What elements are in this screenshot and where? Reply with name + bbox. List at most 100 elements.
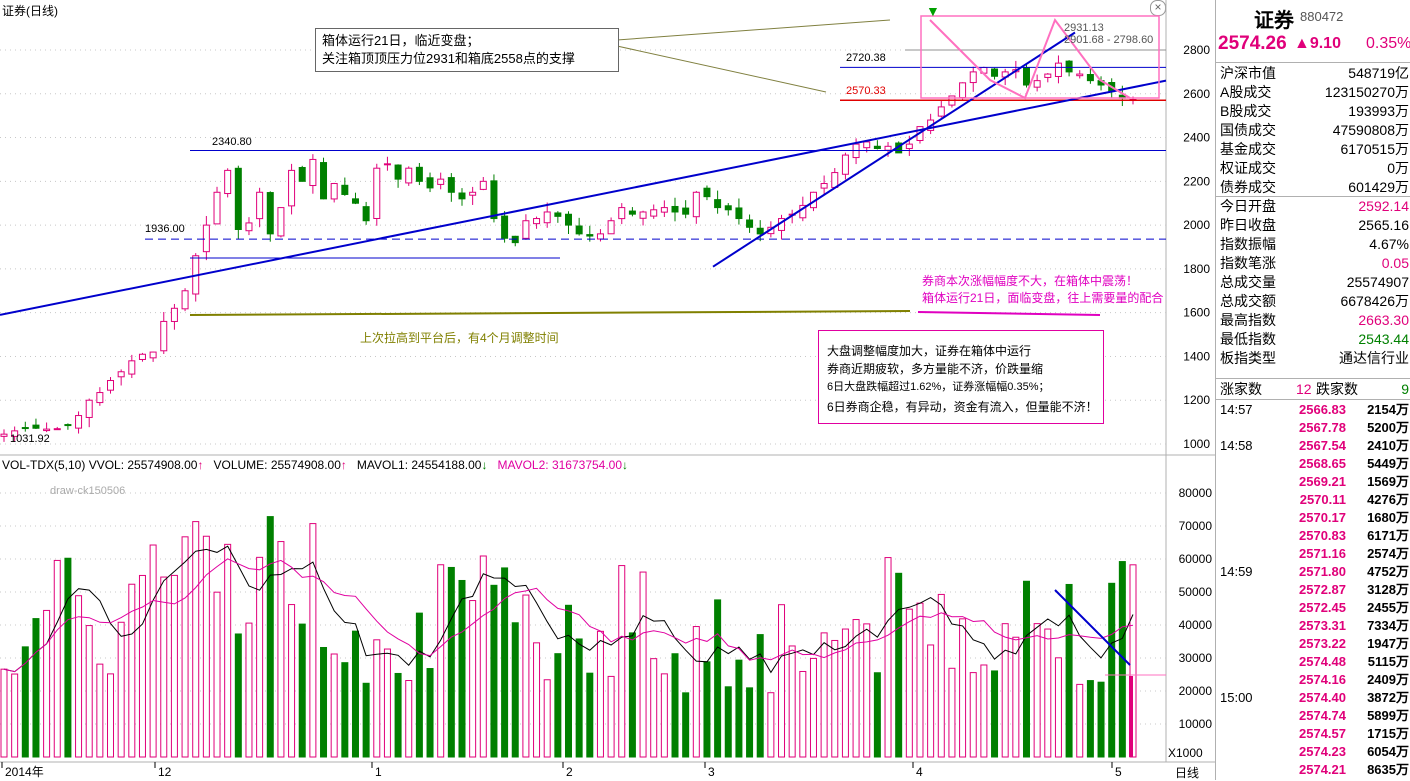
candle-body (351, 198, 359, 204)
quote-row-label: 债券成交 (1220, 179, 1276, 195)
quote-row-value: 2663.30 (1358, 312, 1409, 328)
candle-body (43, 428, 51, 432)
volume-bar (511, 622, 519, 758)
tick-row: 2573.22 1947万 (1216, 635, 1410, 653)
candlestick-chart[interactable]: ▼ 1031.92 2340.80 1936.00 2720.38 2570.33 2931… (0, 0, 1215, 780)
volume-bar (682, 692, 690, 758)
volume-bar (1108, 582, 1116, 758)
candle-body (735, 207, 743, 220)
time-tick-label: 3 (708, 765, 715, 779)
volume-bar (160, 576, 168, 758)
volume-bar (980, 664, 988, 758)
volume-bar (1054, 657, 1062, 758)
tick-row: 2574.21 8635万 (1216, 761, 1410, 779)
volume-bar (916, 602, 924, 758)
volume-bar (554, 653, 562, 758)
chart-title: 证券(日线) (2, 4, 58, 18)
down-arrow-marker: ▼ (926, 3, 940, 19)
volume-bar (543, 679, 551, 758)
candle-body (149, 351, 157, 359)
quote-row: 基金成交 6170515万 (1216, 140, 1410, 159)
volume-bar (809, 657, 817, 758)
quote-row-label: 权证成交 (1220, 160, 1276, 176)
volume-bar (650, 658, 658, 758)
price-change-pct: 0.35% (1366, 35, 1410, 52)
time-tick-label: 1 (375, 765, 382, 779)
volume-bar (1076, 683, 1084, 758)
volume-bar (969, 672, 977, 758)
tick-time: 15:00 (1220, 690, 1253, 705)
volume-bar (714, 599, 722, 758)
tick-volume: 4752万 (1367, 564, 1409, 579)
candle-body (1086, 74, 1094, 82)
candle-body (437, 178, 445, 185)
tick-price: 2574.74 (1299, 708, 1346, 723)
volume-bar (959, 618, 967, 758)
volume-tick-label: 50000 (1179, 585, 1213, 599)
broker-note-line1: 券商本次涨幅幅度不大，在箱体中震荡！ (922, 274, 1139, 288)
candle-body (415, 166, 423, 182)
volume-bar (277, 541, 285, 758)
price-tick-label: 1000 (1183, 437, 1210, 451)
candle-body (288, 169, 296, 207)
candle-body (11, 430, 19, 437)
broker-note-line2: 箱体运行21日，面临变盘，往上需要量的配合 (922, 291, 1164, 305)
volume-bar (213, 591, 221, 758)
volume-bar (266, 516, 274, 758)
tick-price: 2568.65 (1299, 456, 1346, 471)
quote-row-label: 昨日收盘 (1220, 217, 1276, 233)
candle-body (138, 353, 146, 360)
volume-tick-label: 10000 (1179, 717, 1213, 731)
volume-bar (373, 639, 381, 758)
tick-price: 2572.87 (1299, 582, 1346, 597)
volume-bar (852, 619, 860, 758)
candle-body (309, 158, 317, 187)
candle-body (543, 211, 551, 224)
volume-bar (415, 612, 423, 758)
quote-row-label: 今日开盘 (1220, 198, 1276, 214)
period-tab[interactable]: 日线 (1175, 766, 1200, 780)
tick-row: 2570.83 6171万 (1216, 527, 1410, 545)
tick-volume: 6054万 (1367, 744, 1409, 759)
indicator-name: VOL-TDX(5,10) (2, 458, 86, 472)
candle-body (341, 184, 349, 195)
tick-price: 2574.23 (1299, 744, 1346, 759)
current-price: 2574.26 (1218, 33, 1287, 54)
draw-tag: draw-ck150506 (50, 485, 126, 497)
candle-body (479, 180, 487, 190)
volume-bar (991, 670, 999, 758)
volume-bar (53, 559, 61, 758)
candle-body (660, 207, 668, 213)
tick-price: 2567.54 (1299, 438, 1346, 453)
volume-bar (767, 692, 775, 758)
volume-tick-label: 70000 (1179, 519, 1213, 533)
volume-bar (405, 680, 413, 758)
volume-bar (607, 675, 615, 758)
candle-body (905, 143, 913, 150)
volume-bar (309, 523, 317, 758)
tick-volume: 3128万 (1367, 582, 1409, 597)
candle-body (85, 399, 93, 418)
current-volume-bar (1129, 676, 1133, 757)
volume-bar (0, 668, 8, 758)
time-tick-label: 12 (158, 765, 172, 779)
tick-volume: 1569万 (1367, 474, 1409, 489)
price-tick-label: 2200 (1183, 174, 1210, 188)
volume-bar (895, 572, 903, 758)
volume-bar (107, 673, 115, 758)
quote-row-value: 193993万 (1348, 103, 1409, 119)
quote-row-value: 548719亿 (1348, 65, 1409, 81)
candle-body (117, 371, 125, 378)
breadth-row: 涨家数 12 跌家数 9 (1216, 380, 1410, 399)
quote-row-value: 2592.14 (1358, 198, 1409, 214)
tick-volume: 6171万 (1367, 528, 1409, 543)
tick-volume: 7334万 (1367, 618, 1409, 633)
quote-row: 最高指数 2663.30 (1216, 311, 1410, 330)
volume-bar (245, 622, 253, 758)
volume-bar (490, 584, 498, 758)
volume-bar (394, 672, 402, 758)
candle-body (1065, 60, 1073, 73)
callout-arrow-1 (616, 19, 891, 41)
volume-tick-label: 20000 (1179, 684, 1213, 698)
volume-bar (170, 574, 178, 758)
